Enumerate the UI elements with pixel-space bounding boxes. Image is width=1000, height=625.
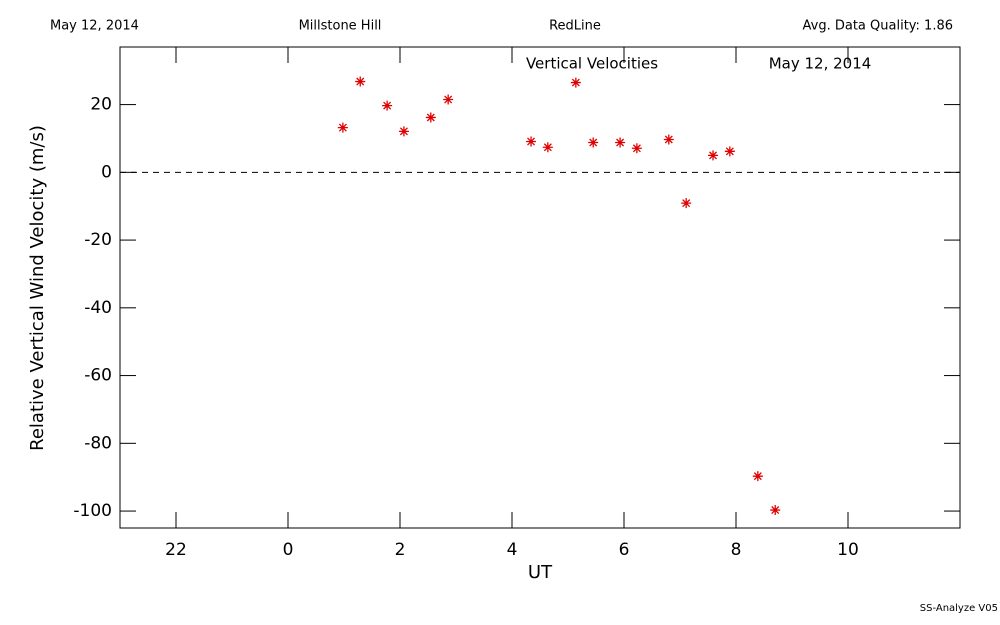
data-point: [355, 76, 366, 87]
data-point: [443, 94, 454, 105]
header-instrument: RedLine: [549, 19, 601, 34]
data-point: [708, 150, 719, 161]
plot-frame: [119, 46, 961, 529]
data-point: [588, 137, 599, 148]
y-tick-label: 0: [101, 162, 112, 182]
header-quality: Avg. Data Quality: 1.86: [803, 19, 953, 34]
data-point: [398, 126, 409, 137]
chart-subtitle: May 12, 2014: [769, 55, 872, 73]
x-tick-label: 10: [837, 540, 859, 560]
header-site: Millstone Hill: [299, 19, 382, 34]
x-tick-label: 6: [619, 540, 630, 560]
x-axis-label: UT: [528, 562, 553, 583]
data-point: [615, 137, 626, 148]
data-point: [542, 142, 553, 153]
footer: SS-Analyze V05: [920, 603, 998, 614]
y-tick-label: -80: [84, 433, 112, 453]
header-date: May 12, 2014: [50, 19, 139, 34]
data-point: [570, 77, 581, 88]
data-point: [663, 134, 674, 145]
data-point: [681, 198, 692, 209]
data-point: [337, 122, 348, 133]
y-tick-label: -40: [84, 298, 112, 318]
data-point: [770, 505, 781, 516]
data-point: [425, 112, 436, 123]
chart-title: Vertical Velocities: [526, 55, 658, 73]
y-tick-label: -60: [84, 366, 112, 386]
data-point: [631, 143, 642, 154]
y-tick-label: 20: [90, 95, 112, 115]
data-point: [724, 146, 735, 157]
y-axis-label: Relative Vertical Wind Velocity (m/s): [27, 125, 48, 451]
x-tick-label: 8: [731, 540, 742, 560]
x-tick-label: 4: [507, 540, 518, 560]
y-tick-label: -100: [73, 501, 112, 521]
data-point: [526, 136, 537, 147]
data-point: [752, 471, 763, 482]
x-tick-label: 0: [283, 540, 294, 560]
data-point: [382, 100, 393, 111]
y-tick-label: -20: [84, 230, 112, 250]
x-tick-label: 2: [395, 540, 406, 560]
x-tick-label: 22: [165, 540, 187, 560]
